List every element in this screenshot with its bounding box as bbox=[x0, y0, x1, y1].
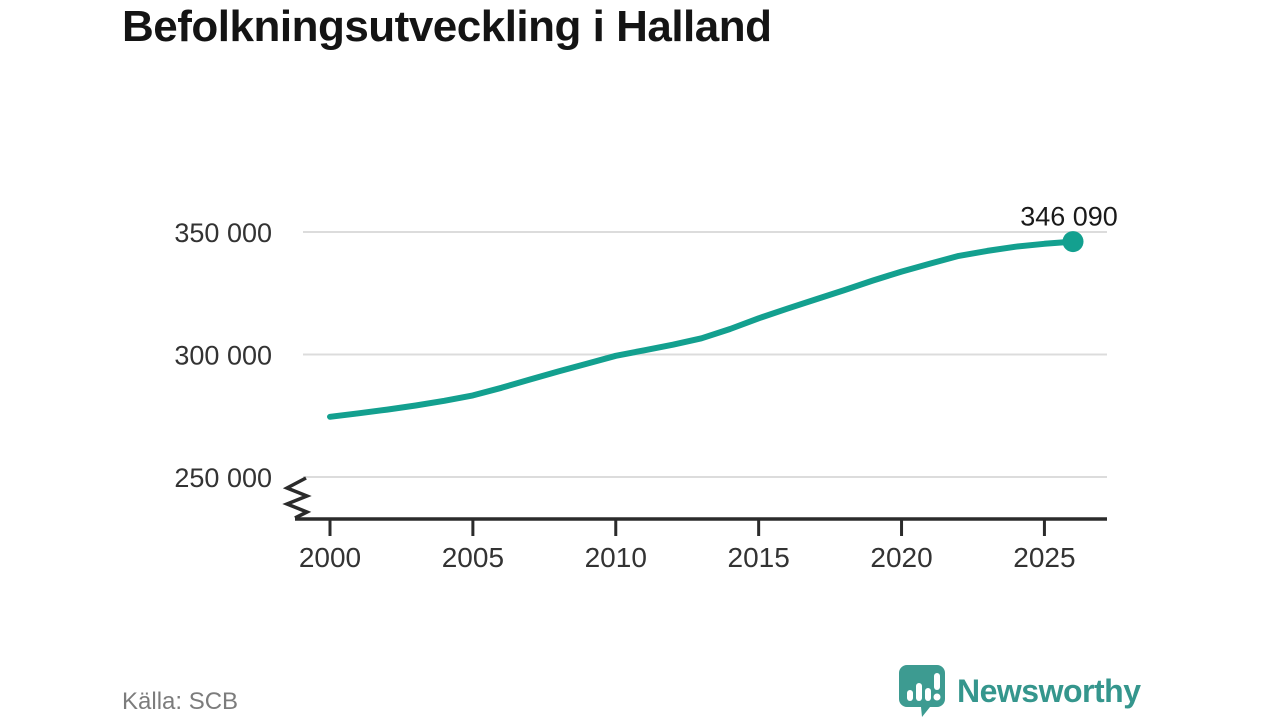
exclamation-bar bbox=[934, 673, 940, 690]
end-point-marker bbox=[1062, 231, 1084, 253]
x-tick-label: 2010 bbox=[585, 542, 647, 573]
bar-2 bbox=[916, 683, 922, 701]
end-point-label: 346 090 bbox=[1020, 202, 1118, 232]
newsworthy-chart-bubble-icon bbox=[899, 665, 945, 717]
x-tick-label: 2020 bbox=[870, 542, 932, 573]
y-tick-label: 300 000 bbox=[174, 341, 272, 371]
x-tick-label: 2025 bbox=[1013, 542, 1075, 573]
x-tick-label: 2015 bbox=[728, 542, 790, 573]
y-tick-label: 350 000 bbox=[174, 218, 272, 248]
source-label: Källa: SCB bbox=[122, 688, 239, 715]
bar-3 bbox=[925, 688, 931, 701]
axis-break-icon bbox=[282, 476, 312, 520]
x-tick-label: 2000 bbox=[299, 542, 361, 573]
newsworthy-logo: Newsworthy bbox=[898, 664, 1141, 718]
population-line bbox=[327, 238, 1076, 420]
x-tick-label: 2005 bbox=[442, 542, 504, 573]
exclamation-dot bbox=[933, 693, 941, 701]
chart-title: Befolkningsutveckling i Halland bbox=[122, 2, 772, 51]
bar-1 bbox=[907, 690, 913, 701]
y-tick-label: 250 000 bbox=[174, 463, 272, 493]
newsworthy-wordmark: Newsworthy bbox=[957, 672, 1141, 709]
